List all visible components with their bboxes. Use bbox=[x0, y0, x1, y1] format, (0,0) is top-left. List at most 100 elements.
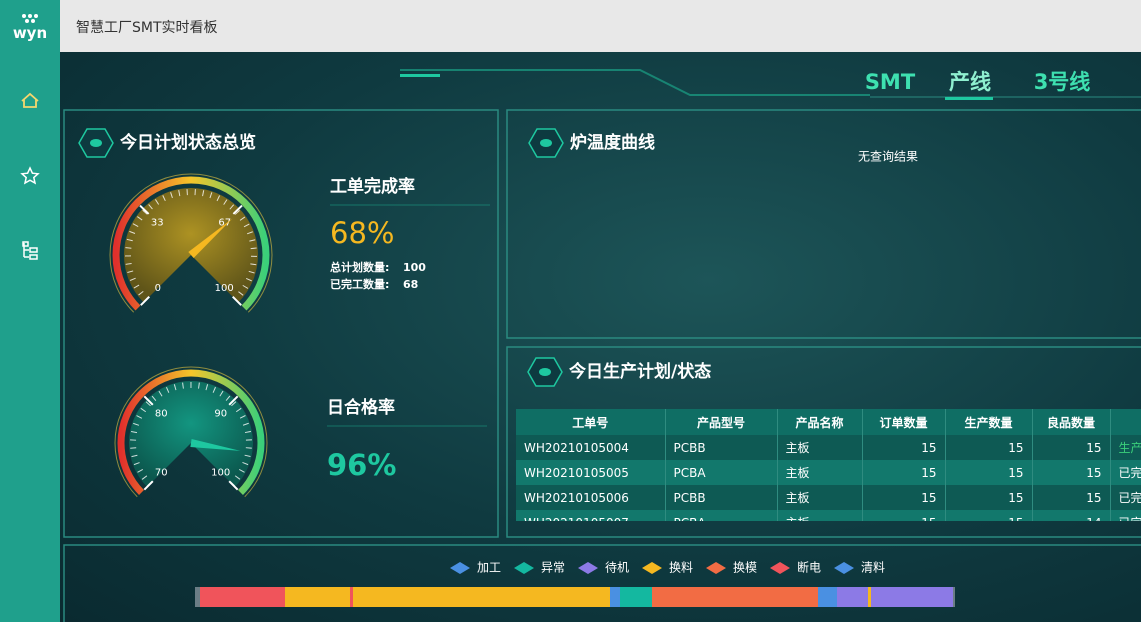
panel-title: 今日生产计划/状态 bbox=[569, 361, 711, 382]
timeline-segment bbox=[285, 587, 350, 607]
gauge-rim bbox=[112, 176, 270, 311]
title-icon-dot bbox=[539, 368, 551, 376]
timeline-segment bbox=[652, 587, 818, 607]
gauge-needle bbox=[188, 218, 233, 259]
gauge-tick bbox=[228, 395, 239, 406]
gauge-tick-label: 33 bbox=[151, 217, 164, 228]
column-header: 工单号 bbox=[516, 409, 666, 435]
stat-value: 68 bbox=[403, 278, 418, 291]
timeline-segment bbox=[837, 587, 868, 607]
table-cell: PCBB bbox=[665, 485, 778, 510]
table-cell: WH20210105005 bbox=[516, 460, 666, 485]
sidebar-icons: wyn bbox=[13, 14, 47, 260]
dashboard bbox=[60, 52, 1141, 622]
table-cell: 已完 bbox=[1110, 460, 1141, 485]
legend-label: 异常 bbox=[541, 561, 565, 575]
gauge-tick-label: 90 bbox=[214, 408, 227, 419]
stat-label: 已完工数量: bbox=[330, 277, 389, 291]
gauge-label: 日合格率 bbox=[327, 397, 395, 418]
legend-icon bbox=[834, 562, 854, 574]
tree-icon[interactable] bbox=[22, 241, 38, 260]
column-header-blank bbox=[1110, 409, 1141, 435]
table-cell: 15 bbox=[945, 435, 1033, 460]
legend-icon bbox=[514, 562, 534, 574]
table-cell: 已完 bbox=[1110, 485, 1141, 510]
gauge-tick-label: 67 bbox=[218, 217, 231, 228]
gauge-tick-label: 70 bbox=[155, 468, 168, 479]
plan-table: 工单号 产品型号 产品名称 订单数量 生产数量 良品数量 WH20210105004 PCB… bbox=[516, 409, 1141, 521]
table-row: WH20210105006 PCBB 主板 15 15 15 已完 bbox=[516, 485, 1141, 510]
stat-label: 总计划数量: bbox=[330, 260, 389, 274]
gauge-face bbox=[129, 380, 253, 487]
column-header: 订单数量 bbox=[862, 409, 946, 435]
table-row: WH20210105005 PCBA 主板 15 15 15 已完 bbox=[516, 460, 1141, 485]
star-icon[interactable] bbox=[20, 166, 40, 185]
timeline-segment bbox=[195, 587, 200, 607]
legend-label: 换料 bbox=[669, 561, 693, 575]
logo-dots bbox=[22, 14, 38, 23]
table-cell: 15 bbox=[945, 485, 1033, 510]
gauge-rim-outer bbox=[109, 173, 273, 313]
decor bbox=[400, 69, 1141, 100]
gauge-tick-label: 100 bbox=[215, 283, 234, 294]
panel-title: 今日计划状态总览 bbox=[120, 132, 256, 153]
timeline-segment bbox=[353, 587, 610, 607]
gauge-needle bbox=[190, 439, 241, 451]
gauge-tick-label: 100 bbox=[211, 468, 230, 479]
empty-message: 无查询结果 bbox=[858, 150, 918, 164]
column-header: 生产数量 bbox=[945, 409, 1033, 435]
timeline-segment bbox=[953, 587, 955, 607]
gauge-tick bbox=[140, 296, 150, 306]
table-row: WH20210105004 PCBB 主板 15 15 15 生产 bbox=[516, 435, 1141, 460]
gauge-tick bbox=[228, 480, 239, 491]
legend-label: 清料 bbox=[861, 561, 885, 575]
page-title: 智慧工厂SMT实时看板 bbox=[76, 20, 218, 36]
tab: 3号线 bbox=[1034, 70, 1091, 94]
gauge-tick bbox=[232, 296, 242, 306]
gauge-face bbox=[124, 187, 258, 303]
gauge-tick-label: 80 bbox=[155, 408, 168, 419]
table-cell: WH20210105007 bbox=[516, 510, 666, 521]
gauge-tick bbox=[143, 480, 154, 491]
table-cell: PCBB bbox=[665, 435, 778, 460]
table-cell: 主板 bbox=[777, 435, 863, 460]
legend-label: 换模 bbox=[733, 561, 757, 575]
table-cell: WH20210105006 bbox=[516, 485, 666, 510]
home-icon[interactable] bbox=[21, 92, 39, 108]
gauge-value: 68% bbox=[330, 216, 394, 250]
table-cell: 已完 bbox=[1110, 510, 1141, 521]
gauge-label: 工单完成率 bbox=[330, 176, 415, 197]
table-cell: 生产 bbox=[1110, 435, 1141, 460]
gauge-rim bbox=[117, 369, 265, 495]
panel-title: 炉温度曲线 bbox=[570, 132, 655, 153]
timeline-segment bbox=[871, 587, 953, 607]
timeline-segment bbox=[200, 587, 285, 607]
timeline-segment bbox=[620, 587, 652, 607]
gauge-tick-label: 0 bbox=[155, 283, 161, 294]
table-cell: 15 bbox=[1032, 435, 1111, 460]
table-cell: 15 bbox=[945, 510, 1033, 521]
table-cell: 15 bbox=[862, 460, 946, 485]
table-cell: PCBA bbox=[665, 510, 778, 521]
column-header: 产品名称 bbox=[777, 409, 863, 435]
plan-table-wrap: 工单号 产品型号 产品名称 订单数量 生产数量 良品数量 WH20210105004 PCB… bbox=[516, 409, 1141, 521]
table-cell: 15 bbox=[862, 510, 946, 521]
legend-icon bbox=[578, 562, 598, 574]
legend-icon bbox=[450, 562, 470, 574]
table-cell: 主板 bbox=[777, 460, 863, 485]
table-cell: 15 bbox=[862, 435, 946, 460]
gauge-value: 96% bbox=[327, 448, 396, 482]
table-cell: 主板 bbox=[777, 510, 863, 521]
tab: 产线 bbox=[949, 70, 991, 94]
table-cell: 15 bbox=[1032, 460, 1111, 485]
timeline-segment bbox=[610, 587, 620, 607]
legend-icon bbox=[642, 562, 662, 574]
title-icon-dot bbox=[540, 139, 552, 147]
title-icon-dot bbox=[90, 139, 102, 147]
table-cell: 15 bbox=[862, 485, 946, 510]
legend-icon bbox=[770, 562, 790, 574]
timeline-segment bbox=[350, 587, 353, 607]
gauge-tick bbox=[232, 204, 243, 215]
